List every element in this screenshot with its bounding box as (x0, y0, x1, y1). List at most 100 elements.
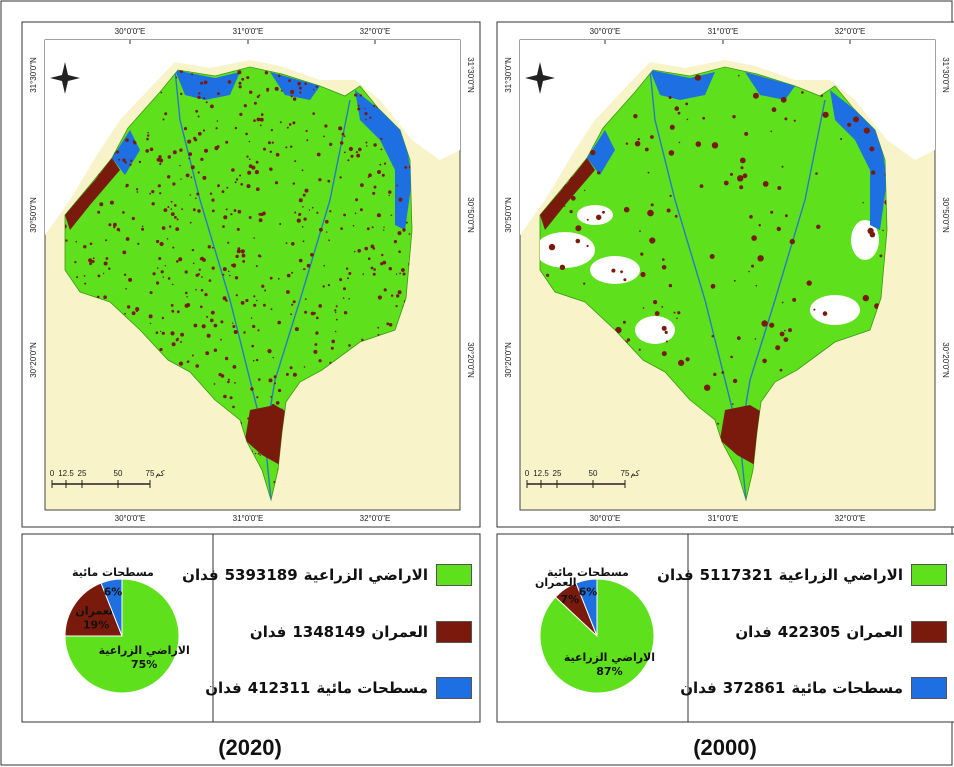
urban-spot (323, 135, 325, 138)
urban-spot (232, 365, 237, 369)
urban-spot (711, 335, 714, 338)
urban-spot (637, 138, 640, 141)
scale-label: 12.5 (58, 469, 74, 478)
legend-item: العمران 1348149 فدان (244, 619, 472, 645)
urban-spot (583, 189, 586, 192)
urban-spot (348, 344, 351, 347)
urban-spot (343, 135, 346, 138)
urban-spot (251, 344, 254, 348)
urban-spot (188, 157, 191, 160)
urban-spot (356, 153, 361, 158)
urban-spot (261, 284, 265, 288)
urban-spot (377, 326, 380, 329)
urban-spot (231, 322, 234, 324)
urban-spot (674, 106, 680, 111)
urban-spot (178, 257, 183, 262)
urban-spot (662, 258, 665, 261)
scale-label: 50 (589, 469, 598, 478)
urban-spot (259, 124, 262, 127)
urban-spot (233, 330, 238, 334)
map-panel: 30°0'0"E 30°0'0"E 31°0'0"E 31°0'0"E 32°0'0"E… (496, 21, 954, 760)
urban-spot (343, 311, 348, 315)
scale-label: 75 (621, 469, 630, 478)
urban-spot (661, 265, 667, 270)
sea (45, 40, 460, 235)
urban-spot (754, 338, 757, 340)
urban-spot (546, 273, 550, 277)
pie-category-label: العمران (535, 576, 577, 589)
urban-spot (243, 331, 246, 334)
lat-label: 30°20'0"N (29, 342, 38, 378)
urban-spot (84, 282, 87, 285)
urban-spot (245, 298, 249, 303)
urban-spot (274, 181, 279, 185)
urban-spot (263, 303, 266, 307)
pie-category-label: الاراضي الزراعية (99, 644, 190, 657)
urban-spot (269, 167, 272, 170)
urban-spot (302, 240, 305, 243)
urban-spot (237, 247, 241, 251)
urban-spot (103, 261, 108, 266)
urban-spot (740, 166, 744, 170)
urban-spot (397, 290, 402, 295)
urban-spot (249, 90, 253, 94)
urban-spot (806, 280, 812, 286)
urban-spot (365, 141, 368, 144)
urban-spot (357, 104, 360, 107)
urban-spot (801, 91, 804, 94)
scale-label: كم (155, 469, 164, 478)
urban-spot (210, 318, 214, 323)
pie-value-label: 19% (83, 618, 109, 631)
urban-spot (318, 359, 322, 363)
urban-spot (280, 89, 283, 92)
urban-spot (334, 309, 337, 312)
urban-spot (191, 73, 194, 76)
urban-spot (302, 206, 304, 208)
urban-spot (310, 311, 315, 316)
urban-spot (240, 183, 243, 186)
urban-spot (285, 146, 288, 149)
urban-spot (779, 368, 783, 372)
urban-spot (211, 209, 215, 213)
urban-spot (76, 276, 79, 279)
urban-spot (357, 249, 362, 253)
urban-spot (251, 165, 256, 170)
urban-spot (339, 176, 342, 179)
urban-spot (89, 262, 93, 266)
urban-spot (158, 257, 162, 260)
urban-spot (247, 170, 252, 175)
urban-spot (122, 158, 126, 162)
urban-spot (847, 122, 852, 127)
urban-spot (371, 226, 374, 229)
urban-spot (789, 238, 795, 245)
urban-spot (380, 137, 383, 140)
urban-spot (184, 270, 188, 274)
urban-spot (348, 298, 351, 300)
urban-spot (123, 273, 127, 276)
urban-spot (83, 275, 86, 277)
urban-spot (319, 227, 323, 232)
urban-spot (633, 114, 638, 119)
urban-spot (245, 132, 248, 136)
pie-slice (575, 578, 598, 637)
pie-slice (64, 582, 123, 637)
urban-spot (678, 359, 685, 366)
urban-spot (170, 212, 175, 217)
urban-spot (223, 215, 228, 220)
urban-spot (274, 382, 277, 385)
urban-spot (253, 237, 255, 239)
urban-spot (303, 366, 306, 368)
urban-spot (211, 266, 215, 270)
urban-spot (359, 208, 363, 212)
urban-spot (364, 108, 366, 110)
urban-spot (227, 80, 232, 84)
lon-label: 30°0'0"E (115, 514, 146, 523)
urban-spot (694, 74, 701, 81)
urban-spot (222, 225, 225, 228)
urban-spot (248, 158, 251, 161)
bare-patch (635, 316, 675, 344)
urban-spot (294, 327, 299, 332)
urban-spot (277, 277, 280, 280)
urban-spot (290, 89, 295, 95)
